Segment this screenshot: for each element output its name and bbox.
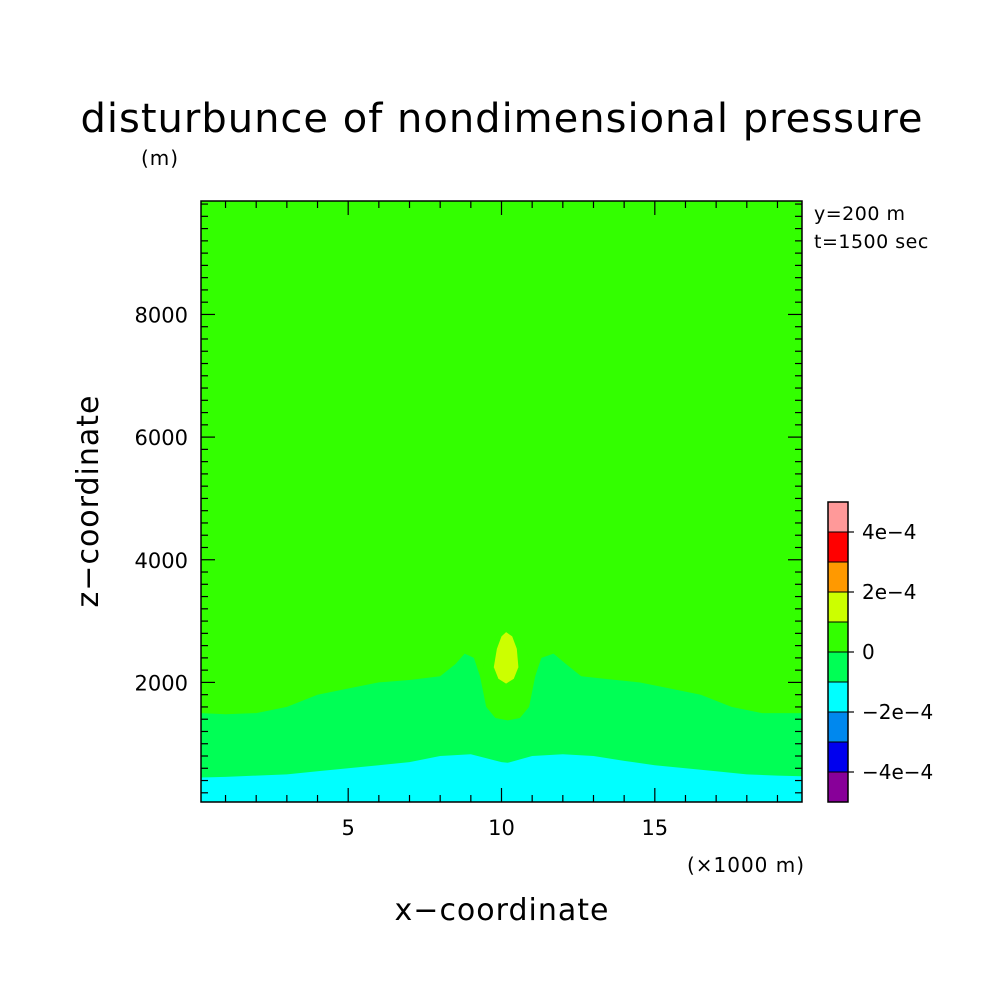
- colorbar-swatch: [827, 651, 849, 683]
- y-axis-label: z−coordinate: [71, 395, 106, 608]
- info-line-1: t=1500 sec: [814, 231, 929, 253]
- colorbar-swatch: [827, 591, 849, 623]
- colorbar-label: 4e−4: [862, 520, 917, 544]
- colorbar: −4e−4 −2e−4 0 2e−4 4e−4: [827, 501, 933, 803]
- colorbar-swatch: [827, 501, 849, 533]
- colorbar-swatch: [827, 621, 849, 653]
- colorbar-swatch: [827, 771, 849, 803]
- colorbar-swatch: [827, 741, 849, 773]
- x-unit-label: (×1000 m): [687, 853, 805, 877]
- y-tick-label: 6000: [135, 426, 188, 450]
- colorbar-swatch: [827, 561, 849, 593]
- x-tick-label: 15: [641, 816, 668, 840]
- x-tick-label: 5: [341, 816, 354, 840]
- colorbar-swatch: [827, 681, 849, 713]
- y-tick-label: 4000: [135, 549, 188, 573]
- y-tick-label: 2000: [135, 671, 188, 695]
- y-unit-label: (m): [141, 146, 179, 170]
- colorbar-label: 0: [862, 640, 875, 664]
- info-line-0: y=200 m: [814, 203, 905, 225]
- colorbar-swatch: [827, 711, 849, 743]
- contour-region-2: [201, 754, 802, 802]
- chart-title: disturbunce of nondimensional pressure: [81, 96, 924, 142]
- plot-area: [201, 201, 802, 802]
- x-axis-label: x−coordinate: [395, 893, 610, 928]
- x-tick-label: 10: [488, 816, 515, 840]
- y-tick-label: 8000: [135, 303, 188, 327]
- plot-axes: 5 10 15 2000 4000 6000 8000: [135, 200, 803, 840]
- contour-region-3: [493, 632, 519, 684]
- colorbar-label: −2e−4: [862, 700, 933, 724]
- colorbar-swatch: [827, 531, 849, 563]
- colorbar-label: 2e−4: [862, 580, 917, 604]
- colorbar-label: −4e−4: [862, 760, 933, 784]
